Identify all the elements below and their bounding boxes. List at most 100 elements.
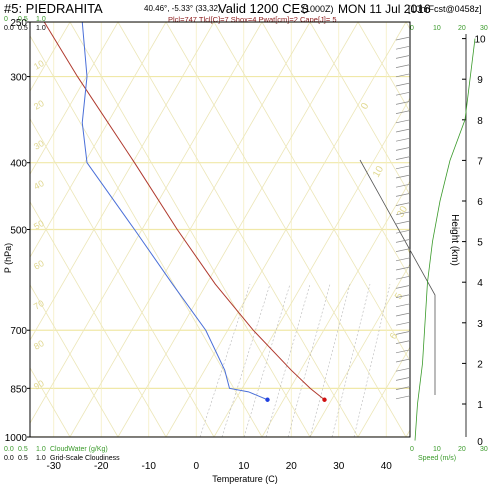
x-axis-label: Temperature (C) — [212, 474, 278, 484]
wind-barb — [395, 45, 411, 50]
dry-adiabat-label: 80 — [32, 338, 46, 352]
wind-barb — [395, 220, 411, 225]
station-coords: 40.46°, -5.33° (33,32) — [144, 4, 221, 13]
cloud-scale-bottom-1-0: 0.0 — [4, 446, 14, 453]
sounding-indices: Plcl=747 Tlcl[C]=7 Shox=4 Pwat[cm]=2 Cap… — [168, 15, 337, 24]
wind-barb — [395, 257, 411, 262]
isopleth-label: 10 — [371, 164, 386, 180]
cloud-scale-top-2-1: 0.5 — [18, 25, 28, 32]
height-tick-6: 6 — [477, 197, 483, 208]
speed-scale-bottom-2: 20 — [458, 446, 466, 453]
mixing-ratio-line — [309, 284, 351, 437]
dry-adiabat — [309, 22, 410, 196]
wind-barb — [395, 294, 411, 298]
mixing-ratio-line — [199, 283, 251, 437]
wind-barb — [395, 358, 411, 363]
height-tick-10: 10 — [474, 35, 486, 46]
mixing-ratio-line — [243, 283, 291, 437]
height-tick-9: 9 — [477, 75, 483, 86]
cloud-scale-top-2-2: 1.0 — [36, 25, 46, 32]
wind-barb — [395, 73, 411, 78]
wind-barb — [395, 248, 411, 252]
wind-barb — [395, 119, 411, 124]
temperature-tick--10: -10 — [142, 461, 157, 472]
dry-adiabat-label: 60 — [32, 258, 46, 272]
dry-adiabat — [30, 284, 119, 437]
temperature-tick--20: -20 — [94, 461, 109, 472]
wind-barb — [395, 312, 411, 317]
speed-scale-top-2: 20 — [458, 25, 466, 32]
temperature-line — [43, 22, 325, 401]
cloud-scale-top-1-2: 1.0 — [36, 16, 46, 23]
height-profile-line — [359, 159, 436, 395]
wind-barb — [395, 211, 411, 216]
speed-scale-bottom-0: 0 — [410, 446, 414, 453]
height-ground-label: 0 — [477, 437, 483, 448]
temperature-tick-40: 40 — [381, 461, 393, 472]
wind-barb — [395, 321, 411, 326]
dry-adiabat-label: 70 — [32, 298, 46, 312]
wind-speed-line — [414, 38, 476, 441]
dry-adiabat — [357, 22, 410, 113]
temperature-tick-30: 30 — [333, 461, 345, 472]
wind-barb — [395, 202, 411, 206]
mixing-ratio-line — [331, 284, 371, 437]
dry-adiabat — [69, 22, 311, 437]
pressure-tick-1000: 1000 — [5, 433, 28, 444]
wind-barb — [395, 395, 411, 400]
profile-lines — [43, 22, 327, 402]
speed-scale-top-3: 30 — [480, 25, 488, 32]
wind-barb — [395, 377, 411, 381]
speed-scale-top-0: 0 — [410, 25, 414, 32]
speed-label: Speed (m/s) — [418, 455, 456, 462]
wind-barb — [395, 147, 411, 151]
pressure-tick-700: 700 — [10, 326, 27, 337]
cloud-scale-top-2-0: 0.0 — [4, 25, 14, 32]
skew-isotherm — [357, 346, 410, 437]
y-axis-label: P (hPa) — [3, 243, 13, 273]
dry-adiabat-label: 90 — [32, 378, 46, 392]
wind-barb — [395, 82, 411, 87]
wind-barb — [395, 55, 411, 59]
isopleth-label: 30 — [395, 204, 410, 220]
pressure-tick-labels: 250 300 400 500 700 850 1000 — [5, 18, 30, 444]
dry-adiabat-label: 40 — [32, 178, 46, 192]
height-tick-5: 5 — [477, 238, 483, 249]
wind-barb — [395, 331, 411, 335]
height-tick-7: 7 — [477, 156, 483, 167]
cloud-scale-bottom-1-2: 1.0 — [36, 446, 46, 453]
wind-barb — [395, 275, 411, 280]
skew-isotherm — [309, 263, 410, 437]
temperature-tick-labels: -30 -20 -10 0 10 20 30 40 — [47, 461, 393, 472]
dry-adiabat — [165, 22, 407, 437]
wind-barb — [395, 165, 411, 170]
height-tick-4: 4 — [477, 278, 483, 289]
pressure-tick-850: 850 — [10, 384, 27, 395]
dry-adiabat-label: 50 — [32, 218, 46, 232]
wind-barb — [395, 110, 411, 114]
isopleth-label: 5 — [393, 291, 406, 302]
height-tick-3: 3 — [477, 319, 483, 330]
wind-barb — [395, 229, 411, 234]
station-title: #5: PIEDRAHITA — [4, 1, 103, 16]
dry-adiabat — [30, 35, 263, 437]
cloud-scale-bottom-2-1: 0.5 — [18, 455, 28, 462]
cloud-scale-bottom-2-2: 1.0 — [36, 455, 46, 462]
wind-barb — [395, 91, 411, 96]
mixing-ratio-line — [353, 284, 391, 437]
pressure-tick-500: 500 — [10, 226, 27, 237]
temperature-tick-10: 10 — [238, 461, 250, 472]
isopleth-label: 4 — [405, 247, 418, 258]
isopleth-grid: 10 20 30 40 50 60 70 80 90 0 10 30 4 5 6 — [30, 22, 418, 437]
dry-adiabat-label: 10 — [32, 58, 46, 72]
wind-barb — [395, 36, 411, 41]
dry-adiabat — [30, 201, 167, 437]
wind-barb — [395, 156, 411, 160]
wind-barb — [395, 367, 411, 372]
pressure-tick-250: 250 — [10, 18, 27, 29]
cloud-scale-top-1-0: 0 — [4, 16, 8, 23]
cloud-scale-top-1-1: 0.5 — [18, 16, 28, 23]
cloud-scale-bottom-2-0: 0.0 — [4, 455, 14, 462]
height-tick-labels: 1 2 3 4 5 6 7 8 9 10 0 — [359, 34, 486, 448]
